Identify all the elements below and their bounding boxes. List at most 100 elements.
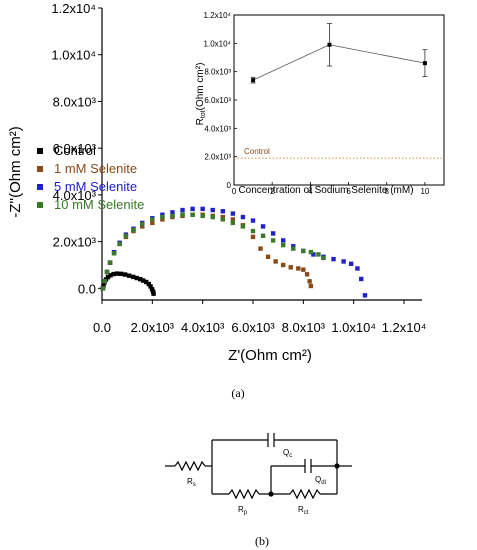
main-point-series-3 <box>131 227 136 233</box>
main-point-series-3 <box>260 233 266 238</box>
inset-frame <box>233 14 445 186</box>
main-point-series-0 <box>134 275 139 281</box>
inset-x-tick-label: 4 <box>308 187 313 196</box>
main-point-series-2 <box>170 210 175 215</box>
main-point-series-3 <box>316 252 321 257</box>
inset-y-axis-label: Rtot(Ohm cm²) <box>195 63 207 126</box>
resistor-rct <box>289 488 321 500</box>
main-x-axis-label: Z'(Ohm cm²) <box>228 347 312 364</box>
main-y-tick-label: 4.0x10³ <box>53 188 97 203</box>
inset-y-tick-label: 1.2x10⁴ <box>204 11 232 20</box>
label-rp: Rp <box>238 505 248 516</box>
main-y-axis-label: -Z''(Ohm cm²) <box>7 126 24 218</box>
legend-marker-2 <box>37 184 43 190</box>
main-point-series-1 <box>308 283 314 289</box>
main-point-series-0 <box>138 277 143 282</box>
legend-label-1: 1 mM Selenite <box>54 161 137 176</box>
label-rs: Rs <box>187 477 196 488</box>
main-point-series-1 <box>304 272 310 277</box>
inset-point <box>251 78 256 83</box>
inset-x-tick-label: 0 <box>232 187 237 196</box>
main-point-series-0 <box>144 279 149 285</box>
label-rct: Rct <box>298 505 309 516</box>
inset-y-tick-label: 4.0x10³ <box>204 124 231 133</box>
main-point-series-0 <box>111 271 116 277</box>
main-point-series-0 <box>131 274 136 280</box>
inset-ticks: 0 2.0x10³ 4.0x10³ 6.0x10³ 8.0x10³ 1.0x10⁴ 1.2x… <box>204 11 430 196</box>
circuit-junction-2 <box>334 463 340 469</box>
main-point-series-3 <box>250 228 256 234</box>
main-x-tick-label: 0.0 <box>93 320 111 335</box>
inset-y-tick-label: 1.0x10⁴ <box>204 39 232 48</box>
main-x-tick-label: 1.2x10⁴ <box>382 320 427 335</box>
main-point-series-2 <box>281 238 286 243</box>
main-point-series-2 <box>311 252 316 257</box>
main-point-series-0 <box>141 278 146 283</box>
main-point-series-3 <box>230 220 236 226</box>
main-point-series-2 <box>362 293 368 298</box>
main-point-series-3 <box>321 255 326 261</box>
main-point-series-2 <box>331 256 336 262</box>
main-point-series-1 <box>281 262 286 268</box>
equivalent-circuit-diagram <box>165 433 352 500</box>
inset-x-tick-label: 6 <box>346 187 351 196</box>
inset-y-tick-label: 6.0x10³ <box>204 96 231 105</box>
main-point-series-0 <box>148 284 153 289</box>
main-x-tick-label: 8.0x10³ <box>282 320 326 335</box>
main-point-series-1 <box>230 217 236 222</box>
figure-label-a: (a) <box>231 386 244 400</box>
main-y-tick-label: 8.0x10³ <box>53 94 97 109</box>
circuit-junction-1 <box>268 491 274 497</box>
inset-x-axis-label: Concentration of Sodium Selenite (mM) <box>238 185 413 196</box>
main-point-series-1 <box>301 267 306 272</box>
main-point-series-3 <box>100 286 106 291</box>
main-point-series-2 <box>359 276 364 282</box>
legend-label-3: 10 mM Selenite <box>54 197 144 212</box>
main-point-series-3 <box>210 214 215 220</box>
inset-y-axis-label-unit: (Ohm cm²) <box>195 63 206 111</box>
main-axes <box>101 8 422 301</box>
main-point-series-1 <box>265 254 271 259</box>
main-point-series-3 <box>180 212 185 217</box>
main-point-series-2 <box>220 209 225 214</box>
inset-y-tick-label: 8.0x10³ <box>204 68 231 77</box>
main-point-series-2 <box>160 212 165 217</box>
main-point-series-2 <box>240 214 246 220</box>
main-point-series-3 <box>270 238 276 243</box>
inset-point <box>422 61 427 66</box>
legend-label-2: 5 mM Selenite <box>54 179 137 194</box>
main-point-series-3 <box>117 241 122 247</box>
main-point-series-3 <box>281 242 286 248</box>
main-x-tick-label: 2.0x10³ <box>131 320 175 335</box>
main-point-series-0 <box>118 271 124 277</box>
main-point-series-2 <box>291 244 296 249</box>
legend-marker-3 <box>37 202 43 208</box>
resistor-rs <box>174 460 206 472</box>
main-point-series-3 <box>140 221 145 227</box>
main-point-series-2 <box>200 206 205 212</box>
main-legend: Control 1 mM Selenite 5 mM Selenite 10 mM S… <box>37 143 144 212</box>
main-point-series-2 <box>210 207 215 213</box>
main-y-tick-label: 0.0 <box>78 281 96 296</box>
main-point-series-2 <box>250 218 256 223</box>
main-point-series-2 <box>355 266 360 271</box>
main-point-series-2 <box>348 261 354 266</box>
main-point-series-0 <box>146 281 152 287</box>
main-point-series-2 <box>180 207 185 213</box>
main-point-series-3 <box>291 246 296 251</box>
resistor-rp <box>228 488 260 500</box>
main-point-series-2 <box>230 211 236 216</box>
main-point-series-3 <box>308 249 314 255</box>
legend-marker-0 <box>37 148 43 154</box>
main-point-series-0 <box>101 283 106 288</box>
inset-control-label: Control <box>244 147 270 156</box>
main-point-series-2 <box>190 206 195 212</box>
main-point-series-1 <box>220 214 225 220</box>
main-point-series-3 <box>220 217 225 222</box>
main-data-points <box>100 206 368 298</box>
inset-point <box>327 42 332 47</box>
inset-y-axis-label-sub: tot <box>200 110 207 118</box>
main-point-series-3 <box>104 269 110 275</box>
nyquist-chart: 0.0 2.0x10³ 4.0x10³ 6.0x10³ 8.0x10³ 1.0x10⁴ 1.… <box>7 1 426 364</box>
